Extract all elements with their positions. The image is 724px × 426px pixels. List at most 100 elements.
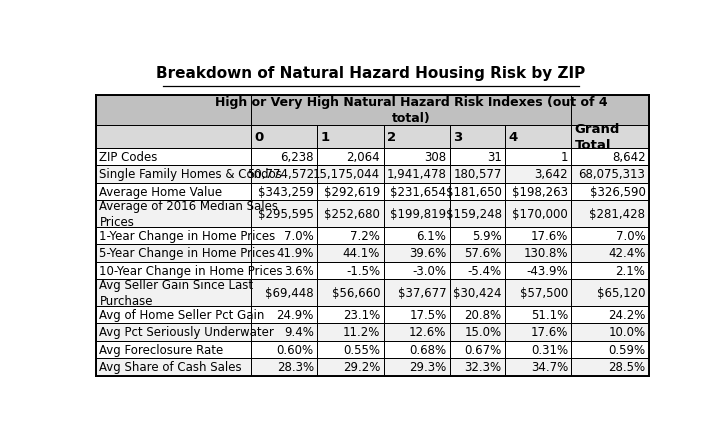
Bar [571, 279, 649, 306]
Bar [571, 166, 649, 183]
Text: 7.2%: 7.2% [350, 230, 380, 242]
Bar [384, 262, 450, 279]
Bar [384, 358, 450, 376]
Bar [96, 323, 251, 341]
Text: 29.2%: 29.2% [342, 361, 380, 374]
Bar [251, 262, 317, 279]
Text: 0.31%: 0.31% [531, 343, 568, 356]
Bar [571, 323, 649, 341]
Bar [251, 341, 317, 358]
Bar [96, 245, 251, 262]
Text: 39.6%: 39.6% [409, 247, 447, 260]
Bar [96, 126, 251, 148]
Text: High or Very High Natural Hazard Risk Indexes (out of 4
total): High or Very High Natural Hazard Risk In… [215, 96, 607, 125]
Bar [571, 358, 649, 376]
Bar [505, 262, 571, 279]
Bar [450, 341, 505, 358]
Text: 12.6%: 12.6% [409, 326, 447, 339]
Bar [571, 227, 649, 245]
Text: $56,660: $56,660 [332, 286, 380, 299]
Bar [384, 227, 450, 245]
Text: 3: 3 [453, 131, 463, 144]
Text: 0.68%: 0.68% [409, 343, 447, 356]
Bar [571, 341, 649, 358]
Text: 130.8%: 130.8% [523, 247, 568, 260]
Bar [251, 201, 317, 227]
Text: 44.1%: 44.1% [342, 247, 380, 260]
Text: Avg Foreclosure Rate: Avg Foreclosure Rate [99, 343, 224, 356]
Text: 17.6%: 17.6% [531, 230, 568, 242]
Text: 9.4%: 9.4% [284, 326, 313, 339]
Text: 20.8%: 20.8% [465, 308, 502, 321]
Bar [505, 358, 571, 376]
Bar [251, 306, 317, 323]
Text: 15,175,044: 15,175,044 [313, 168, 380, 181]
Bar [251, 126, 317, 148]
Bar [384, 341, 450, 358]
Bar [450, 148, 505, 166]
Text: 42.4%: 42.4% [608, 247, 645, 260]
Bar [96, 358, 251, 376]
Text: 32.3%: 32.3% [465, 361, 502, 374]
Text: -3.0%: -3.0% [413, 265, 447, 277]
Text: 3,642: 3,642 [534, 168, 568, 181]
Bar [450, 245, 505, 262]
Bar [96, 279, 251, 306]
Bar [96, 341, 251, 358]
Text: 4: 4 [508, 131, 518, 144]
Text: 0: 0 [254, 131, 264, 144]
Bar [251, 245, 317, 262]
Bar [505, 341, 571, 358]
Bar [96, 227, 251, 245]
Text: $292,619: $292,619 [324, 185, 380, 199]
Bar [317, 126, 384, 148]
Bar [571, 306, 649, 323]
Text: 2,064: 2,064 [347, 150, 380, 164]
Text: 2.1%: 2.1% [615, 265, 645, 277]
Text: 0.67%: 0.67% [465, 343, 502, 356]
Text: -43.9%: -43.9% [526, 265, 568, 277]
Text: Avg Seller Gain Since Last
Purchase: Avg Seller Gain Since Last Purchase [99, 278, 253, 307]
Text: -1.5%: -1.5% [346, 265, 380, 277]
Bar [251, 166, 317, 183]
Text: 34.7%: 34.7% [531, 361, 568, 374]
Bar [505, 126, 571, 148]
Text: 2: 2 [387, 131, 396, 144]
Bar [96, 262, 251, 279]
Text: $181,650: $181,650 [446, 185, 502, 199]
Text: 57.6%: 57.6% [465, 247, 502, 260]
Bar [317, 323, 384, 341]
Bar [450, 262, 505, 279]
Bar [251, 279, 317, 306]
Bar [251, 227, 317, 245]
Bar [317, 262, 384, 279]
Bar [317, 245, 384, 262]
Bar [96, 148, 251, 166]
Bar [571, 245, 649, 262]
Text: 8,642: 8,642 [612, 150, 645, 164]
Bar [317, 183, 384, 201]
Bar [571, 183, 649, 201]
Bar [96, 201, 251, 227]
Bar [317, 306, 384, 323]
Bar [251, 148, 317, 166]
Bar [505, 279, 571, 306]
Bar [384, 279, 450, 306]
Bar [450, 227, 505, 245]
Bar [450, 279, 505, 306]
Bar [450, 201, 505, 227]
Text: 29.3%: 29.3% [409, 361, 447, 374]
Bar [450, 166, 505, 183]
Text: $295,595: $295,595 [258, 207, 313, 220]
Text: Avg Share of Cash Sales: Avg Share of Cash Sales [99, 361, 242, 374]
Bar [384, 183, 450, 201]
Text: 28.5%: 28.5% [608, 361, 645, 374]
Bar [571, 126, 649, 148]
Bar [384, 166, 450, 183]
Bar [251, 183, 317, 201]
Text: 24.2%: 24.2% [608, 308, 645, 321]
Bar [96, 166, 251, 183]
Bar [450, 323, 505, 341]
Text: Average Home Value: Average Home Value [99, 185, 222, 199]
Bar [384, 126, 450, 148]
